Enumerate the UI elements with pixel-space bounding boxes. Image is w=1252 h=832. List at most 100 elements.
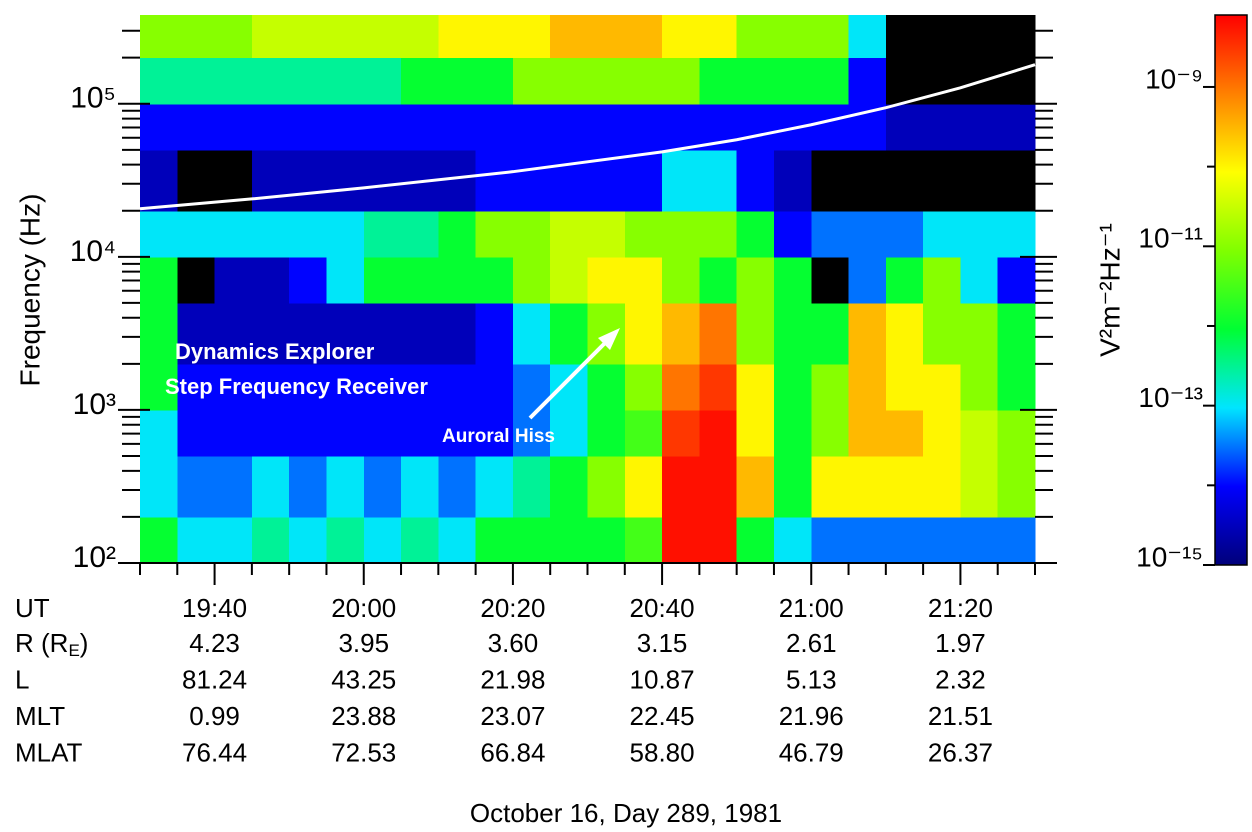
cell	[140, 149, 178, 212]
cell	[251, 15, 290, 59]
cell	[550, 103, 588, 151]
cell	[214, 15, 253, 59]
cell	[736, 210, 775, 258]
x-tick-label: 21:20	[928, 593, 993, 623]
cell	[512, 15, 551, 59]
cell	[662, 409, 700, 457]
cell	[848, 15, 887, 59]
cell	[438, 456, 477, 518]
cell	[923, 149, 961, 212]
cell	[811, 57, 850, 105]
ephemeris-label-text: MLT	[15, 701, 65, 731]
cell	[289, 456, 327, 518]
cell	[401, 256, 439, 304]
cell	[550, 456, 588, 518]
cell	[475, 210, 514, 258]
ephemeris-value: 72.53	[331, 737, 396, 767]
cell	[923, 15, 961, 59]
cell	[699, 516, 738, 564]
ephemeris-label-text: R (R	[15, 628, 68, 658]
cell	[550, 149, 588, 212]
cell	[550, 409, 588, 457]
cell	[251, 409, 290, 457]
cell	[662, 456, 700, 518]
ephemeris-label: L	[15, 664, 29, 694]
x-tick-label: 21:00	[779, 593, 844, 623]
cell	[289, 15, 327, 59]
cell	[736, 456, 775, 518]
cell	[214, 103, 253, 151]
cell	[736, 57, 775, 105]
cell	[811, 516, 850, 564]
ephemeris-value: 76.44	[182, 737, 247, 767]
cell	[251, 516, 290, 564]
cell	[960, 516, 999, 564]
cell	[624, 456, 663, 518]
cell	[960, 409, 999, 457]
cell	[997, 363, 1036, 411]
colorbar-tick-label: 10⁻⁹	[1145, 63, 1203, 94]
cell	[326, 103, 365, 151]
cell	[848, 210, 887, 258]
cell	[326, 57, 365, 105]
cell	[587, 15, 626, 59]
cell	[960, 149, 999, 212]
cell	[848, 149, 887, 212]
cell	[736, 302, 775, 365]
ephemeris-label-end: )	[80, 628, 89, 658]
ephemeris-value: 66.84	[480, 737, 545, 767]
cell	[289, 363, 327, 411]
cell	[214, 57, 253, 105]
cell	[177, 15, 216, 59]
cell	[475, 57, 514, 105]
cell	[401, 15, 439, 59]
cell	[923, 103, 961, 151]
cell	[885, 256, 924, 304]
cell	[699, 363, 738, 411]
cell	[624, 516, 663, 564]
cell	[289, 57, 327, 105]
cell	[363, 103, 402, 151]
cell	[736, 256, 775, 304]
cell	[363, 409, 402, 457]
cell	[214, 302, 253, 365]
ephemeris-value: 21.96	[779, 701, 844, 731]
cell	[811, 15, 850, 59]
cell	[475, 15, 514, 59]
x-tick-label: 19:40	[182, 593, 247, 623]
cell	[811, 149, 850, 212]
cell	[736, 363, 775, 411]
cell	[923, 363, 961, 411]
cell	[960, 256, 999, 304]
cell	[363, 149, 402, 212]
cell	[736, 516, 775, 564]
cell	[438, 516, 477, 564]
cell	[251, 363, 290, 411]
cell	[289, 256, 327, 304]
colorbar-tick-label: 10⁻¹¹	[1138, 223, 1203, 254]
cell	[773, 363, 812, 411]
cell	[177, 57, 216, 105]
x-tick-label: 20:00	[331, 593, 396, 623]
cell	[960, 456, 999, 518]
cell	[662, 149, 700, 212]
cell	[587, 210, 626, 258]
cell	[177, 149, 216, 212]
cell	[140, 516, 178, 564]
overlay-line	[139, 63, 1036, 211]
cell	[475, 302, 514, 365]
cell	[438, 57, 477, 105]
arrow-head	[598, 328, 620, 350]
cell	[885, 15, 924, 59]
cell	[624, 256, 663, 304]
cell	[140, 57, 178, 105]
cell	[438, 363, 477, 411]
cell	[475, 456, 514, 518]
cell	[401, 516, 439, 564]
cell	[251, 149, 290, 212]
cell	[587, 363, 626, 411]
cell	[363, 516, 402, 564]
cell	[773, 15, 812, 59]
cell	[251, 456, 290, 518]
cell	[587, 256, 626, 304]
